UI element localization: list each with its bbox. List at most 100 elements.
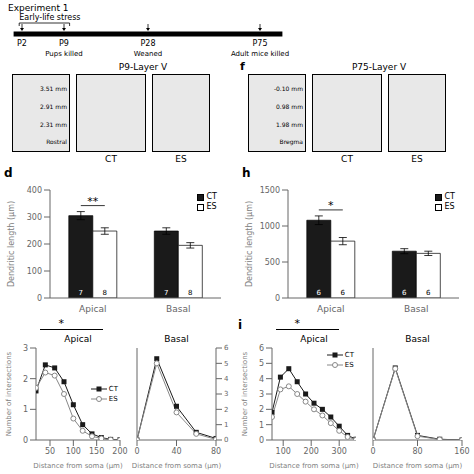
svg-text:7: 7 (164, 289, 168, 297)
svg-text:0: 0 (259, 436, 264, 445)
svg-text:0: 0 (37, 294, 42, 303)
svg-text:Number of intersections: Number of intersections (241, 351, 249, 436)
html-text:Bregma: Bregma (279, 137, 303, 145)
svg-text:7: 7 (79, 289, 83, 297)
svg-text:2: 2 (23, 375, 28, 384)
svg-text:400: 400 (27, 186, 42, 195)
svg-text:80: 80 (211, 447, 221, 456)
svg-text:80: 80 (412, 447, 422, 456)
html-text:P75-Layer V: P75-Layer V (351, 62, 407, 72)
html-text:CT: CT (108, 385, 118, 393)
html-text:ES: ES (344, 361, 354, 369)
svg-text:1: 1 (224, 421, 228, 429)
svg-text:5: 5 (259, 359, 264, 368)
svg-text:100: 100 (27, 267, 42, 276)
svg-text:0: 0 (23, 436, 28, 445)
svg-text:500: 500 (265, 258, 280, 267)
svg-text:40: 40 (171, 447, 181, 456)
html-text:Apical: Apical (64, 334, 92, 344)
html-text:Rostral: Rostral (46, 137, 67, 145)
svg-text:160: 160 (454, 447, 466, 456)
svg-text:6: 6 (402, 289, 407, 297)
svg-text:Apical: Apical (79, 304, 106, 314)
html-text:2.31 mm: 2.31 mm (40, 121, 67, 129)
html-text:ES: ES (444, 202, 455, 211)
svg-text:4: 4 (259, 375, 264, 384)
svg-text:Dendritic length (μm): Dendritic length (μm) (245, 201, 254, 287)
html-text:ES: ES (206, 202, 217, 211)
svg-text:0: 0 (134, 447, 139, 456)
svg-text:4: 4 (224, 375, 229, 383)
html-text:-0.10 mm: -0.10 mm (273, 84, 303, 92)
html-text:3.51 mm: 3.51 mm (40, 84, 67, 92)
svg-text:Pups killed: Pups killed (45, 50, 83, 58)
html-text:CT: CT (105, 154, 117, 164)
html-text:h: h (242, 166, 251, 180)
svg-text:300: 300 (27, 213, 42, 222)
svg-text:Distance from soma (μm): Distance from soma (μm) (269, 462, 359, 470)
html-text:2.91 mm: 2.91 mm (40, 102, 67, 110)
html-text:ES: ES (108, 395, 118, 403)
svg-text:Basal: Basal (404, 304, 428, 314)
svg-text:200: 200 (304, 447, 319, 456)
svg-text:8: 8 (103, 289, 107, 297)
svg-text:100: 100 (66, 447, 81, 456)
svg-text:0: 0 (275, 294, 280, 303)
svg-text:Distance from soma (μm): Distance from soma (μm) (373, 462, 463, 470)
svg-text:P2: P2 (17, 39, 27, 48)
svg-text:1000: 1000 (260, 222, 280, 231)
svg-text:Basal: Basal (166, 304, 190, 314)
html-text:CT: CT (344, 351, 354, 359)
svg-text:8: 8 (188, 289, 192, 297)
svg-text:Experiment 1: Experiment 1 (8, 3, 69, 13)
svg-text:3: 3 (259, 390, 264, 399)
svg-text:2: 2 (259, 405, 264, 414)
svg-text:5: 5 (224, 360, 228, 368)
svg-text:6: 6 (224, 344, 229, 352)
svg-text:0: 0 (224, 436, 228, 444)
svg-text:Early-life stress: Early-life stress (19, 13, 80, 22)
html-text:P9-Layer V: P9-Layer V (118, 62, 168, 72)
svg-text:300: 300 (332, 447, 347, 456)
svg-text:6: 6 (426, 289, 431, 297)
html-text:CT: CT (444, 192, 455, 201)
html-text:d: d (4, 166, 13, 180)
svg-text:Dendritic length (μm): Dendritic length (μm) (8, 201, 16, 287)
svg-text:P28: P28 (140, 39, 155, 48)
svg-text:3: 3 (23, 344, 28, 353)
svg-text:Adult mice killed: Adult mice killed (231, 50, 289, 58)
svg-text:100: 100 (276, 447, 291, 456)
svg-text:6: 6 (259, 344, 264, 353)
html-text:ES: ES (411, 154, 423, 164)
html-text:CT: CT (341, 154, 353, 164)
html-text:CT: CT (206, 192, 217, 201)
svg-text:Weaned: Weaned (134, 50, 162, 58)
svg-text:Distance from soma (μm): Distance from soma (μm) (33, 462, 123, 470)
svg-text:50: 50 (45, 447, 55, 456)
svg-text:6: 6 (341, 289, 346, 297)
html-text:Basal: Basal (164, 334, 189, 344)
html-text:Basal: Basal (405, 334, 430, 344)
svg-text:**: ** (87, 195, 99, 208)
svg-text:6: 6 (317, 289, 322, 297)
html-text:1.98 mm: 1.98 mm (276, 121, 303, 129)
svg-text:P75: P75 (252, 39, 267, 48)
html-text:0.98 mm: 0.98 mm (276, 102, 303, 110)
html-text:Apical: Apical (300, 334, 328, 344)
svg-text:1: 1 (259, 421, 264, 430)
svg-text:Number of intersections: Number of intersections (8, 351, 13, 436)
svg-text:1500: 1500 (260, 186, 280, 195)
svg-text:1: 1 (23, 405, 28, 414)
svg-text:3: 3 (224, 390, 228, 398)
svg-text:Distance from soma (μm): Distance from soma (μm) (132, 462, 221, 470)
svg-text:2: 2 (224, 406, 228, 414)
html-text:f: f (240, 60, 245, 73)
svg-text:*: * (328, 199, 334, 212)
html-text:ES: ES (175, 154, 187, 164)
svg-text:200: 200 (27, 240, 42, 249)
svg-text:0: 0 (370, 447, 375, 456)
svg-text:P9: P9 (59, 39, 69, 48)
svg-text:200: 200 (112, 447, 127, 456)
svg-text:Apical: Apical (317, 304, 344, 314)
svg-text:150: 150 (89, 447, 104, 456)
